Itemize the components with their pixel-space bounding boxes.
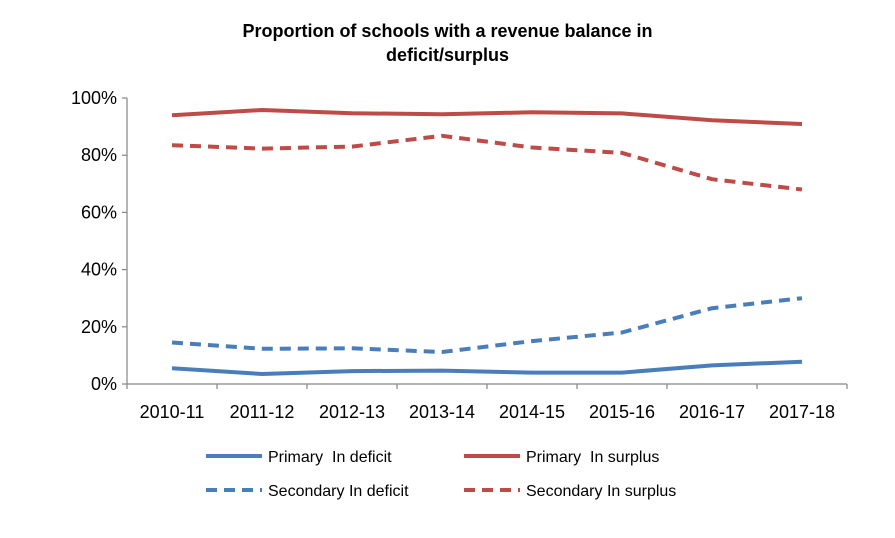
x-tick-label: 2015-16 — [589, 402, 655, 422]
x-tick-label: 2016-17 — [679, 402, 745, 422]
series-line-1 — [171, 108, 803, 126]
y-tick-label: 60% — [81, 202, 117, 222]
y-tick-label: 40% — [81, 260, 117, 280]
y-tick-label: 20% — [81, 317, 117, 337]
series-line-3 — [171, 133, 803, 192]
x-tick-label: 2014-15 — [499, 402, 565, 422]
x-tick-label: 2011-12 — [230, 402, 295, 422]
chart-title-line-2: deficit/surplus — [385, 45, 510, 65]
legend-label-0: Primary In deficit — [268, 449, 392, 466]
legend-label-3: Secondary In surplus — [526, 483, 676, 500]
x-tick-label: 2013-14 — [409, 402, 475, 422]
x-tick-label: 2010-11 — [140, 402, 205, 422]
legend-label-2: Secondary In deficit — [268, 483, 409, 500]
x-tick-label: 2012-13 — [319, 402, 385, 422]
y-tick-label: 80% — [81, 145, 117, 165]
legend-label-1: Primary In surplus — [526, 449, 659, 466]
y-tick-label: 0% — [91, 374, 117, 394]
y-tick-label: 100% — [71, 88, 117, 108]
x-tick-label: 2017-18 — [769, 402, 835, 422]
chart-title-line-1: Proportion of schools with a revenue bal… — [242, 21, 653, 41]
series-line-0 — [171, 359, 803, 376]
series-line-2 — [171, 296, 803, 354]
